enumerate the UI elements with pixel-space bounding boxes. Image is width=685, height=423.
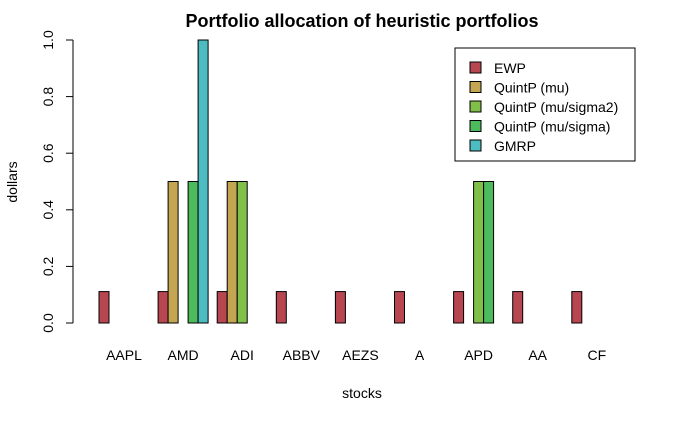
legend-swatch (469, 100, 482, 113)
legend-swatch (469, 61, 482, 74)
x-tick-label: AAPL (106, 347, 142, 363)
legend-swatch (469, 81, 482, 93)
y-tick-label: 0.2 (40, 256, 56, 276)
bar-aapl-0 (98, 291, 110, 324)
x-tick-label: AMD (168, 347, 199, 363)
bar-apd-3 (483, 181, 495, 324)
x-tick-labels: AAPL AMD ADI ABBV AEZS A APD AA CF (106, 347, 606, 363)
chart-title: Portfolio allocation of heuristic portfo… (185, 11, 538, 31)
legend-entry: QuintP (mu) (494, 80, 569, 96)
bar-amd-0 (157, 291, 169, 324)
x-tick-label: ABBV (283, 347, 321, 363)
x-axis-label: stocks (342, 385, 382, 401)
legend-entry: EWP (494, 60, 526, 76)
legend-swatch (469, 139, 482, 152)
bar-abbv-0 (275, 291, 287, 324)
x-tick-label: ADI (231, 347, 254, 363)
bar-a-0 (394, 291, 405, 324)
bar-apd-2 (473, 181, 485, 324)
legend-swatch (469, 120, 482, 132)
bar-amd-1 (167, 181, 179, 324)
y-axis-label: dollars (4, 161, 20, 202)
bar-cf-0 (571, 291, 583, 324)
x-tick-label: AA (528, 347, 547, 363)
bars-group (98, 39, 583, 324)
bar-amd-3 (187, 181, 199, 324)
y-tick-label: 0.0 (40, 313, 56, 333)
legend-entry: GMRP (494, 138, 536, 154)
y-tick-label: 0.4 (40, 200, 56, 220)
bar-amd-4 (197, 39, 209, 324)
y-tick-label: 0.6 (40, 143, 56, 163)
bar-apd-0 (453, 291, 465, 324)
x-tick-label: A (415, 347, 425, 363)
legend: EWP QuintP (mu) QuintP (mu/sigma2) QuintP (… (454, 47, 636, 162)
legend-entry: QuintP (mu/sigma2) (494, 99, 618, 115)
bar-adi-0 (216, 291, 228, 324)
y-tick-label: 0.8 (40, 87, 56, 107)
bar-aa-0 (512, 291, 524, 324)
x-tick-label: AEZS (342, 347, 379, 363)
legend-box (454, 47, 636, 162)
bar-adi-1 (226, 181, 238, 324)
x-tick-label: CF (587, 347, 606, 363)
y-axis: 0.0 0.2 0.4 0.6 0.8 1.0 (40, 30, 74, 333)
legend-entry: QuintP (mu/sigma) (494, 119, 610, 135)
bar-adi-2 (236, 181, 248, 324)
bar-aezs-0 (334, 291, 346, 324)
y-tick-label: 1.0 (40, 30, 56, 50)
x-tick-label: APD (464, 347, 493, 363)
